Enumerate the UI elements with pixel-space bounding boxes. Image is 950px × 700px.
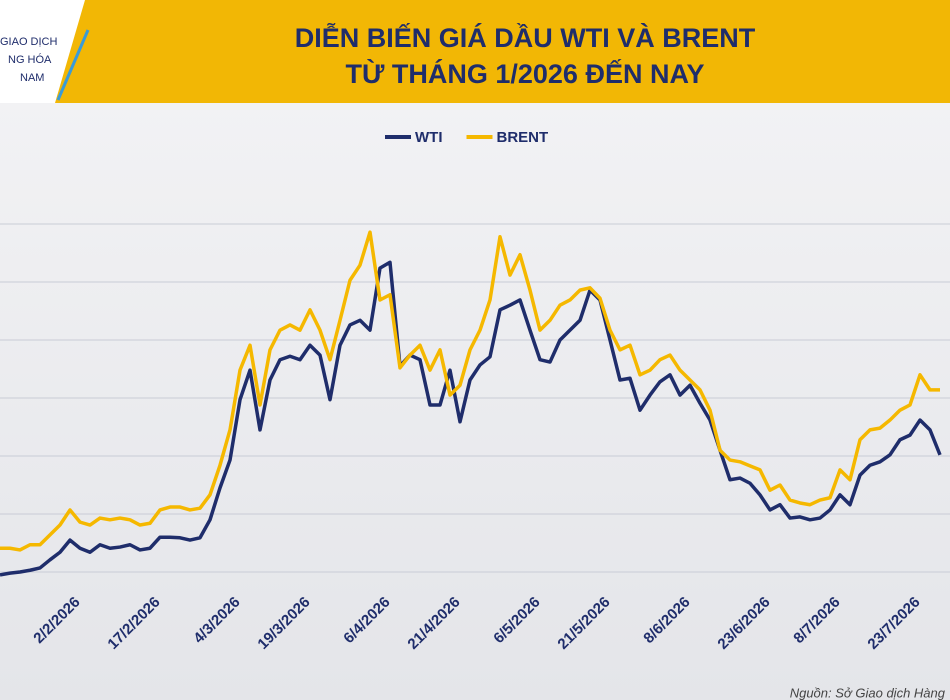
title-banner (0, 0, 950, 103)
line-series (0, 230, 940, 552)
chart-subtitle: TỪ THÁNG 1/2026 ĐẾN NAY (345, 58, 704, 89)
logo-stripe (56, 29, 90, 101)
legend-label: WTI (415, 129, 443, 146)
logo-text: NG HÓA (8, 53, 52, 66)
source: Nguồn: Sở Giao dịch Hàng (790, 685, 946, 700)
logo-box (0, 0, 85, 103)
logo-text: GIAO DỊCH (0, 36, 58, 48)
legend-label: BRENT (497, 129, 549, 146)
line-series (0, 260, 942, 577)
logo-text: NAM (20, 72, 44, 84)
chart-title: DIỄN BIẾN GIÁ DẦU WTI VÀ BRENT (295, 22, 756, 53)
